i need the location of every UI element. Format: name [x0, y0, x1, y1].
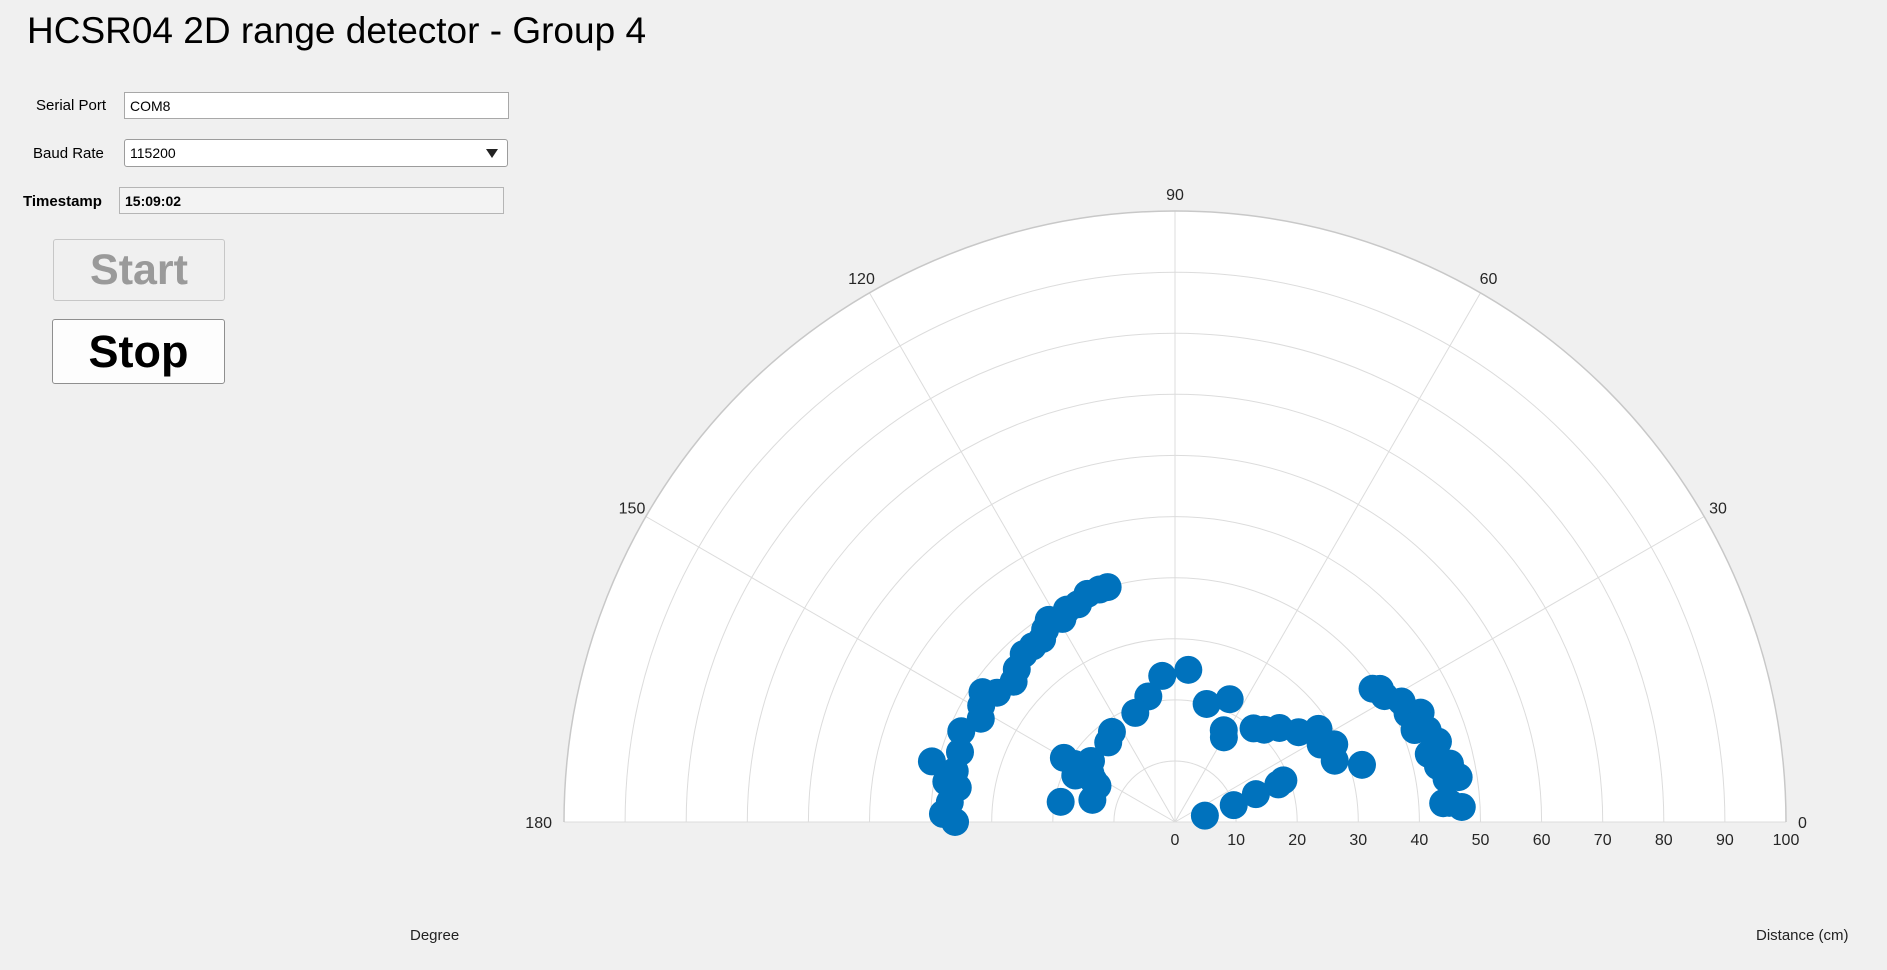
baud-rate-value: 115200: [130, 145, 176, 161]
tick-labels: 0 30 60 90 120 150 180 0 10 20 30 40 50 60 70 80 90 100: [525, 187, 1807, 849]
serial-port-input[interactable]: COM8: [124, 92, 509, 119]
timestamp-label: Timestamp: [23, 193, 102, 210]
data-point: [1241, 780, 1270, 809]
range-tick-label: 60: [1533, 832, 1551, 849]
range-tick-label: 90: [1716, 832, 1734, 849]
angle-tick-label: 180: [525, 815, 552, 832]
serial-port-label: Serial Port: [36, 97, 107, 114]
range-tick-label: 0: [1171, 832, 1180, 849]
angle-tick-label: 60: [1480, 271, 1498, 288]
angle-tick-label: 0: [1798, 815, 1807, 832]
data-point: [1094, 728, 1123, 757]
data-point: [947, 717, 976, 746]
data-point: [1209, 723, 1238, 752]
polar-grid: [563, 210, 1787, 823]
range-tick-label: 50: [1472, 832, 1490, 849]
outer-arc: [563, 210, 1787, 823]
data-point: [1219, 791, 1248, 820]
distance-caption: Distance (cm): [1756, 927, 1849, 944]
data-point: [1192, 689, 1221, 718]
range-tick-label: 10: [1227, 832, 1245, 849]
angle-tick-label: 30: [1709, 501, 1727, 518]
data-point: [1046, 787, 1075, 816]
data-point: [1049, 743, 1078, 772]
angle-tick-label: 150: [619, 501, 646, 518]
data-point: [1264, 770, 1293, 799]
data-point: [1347, 750, 1376, 779]
data-points: [917, 573, 1476, 836]
timestamp-field: 15:09:02: [119, 187, 504, 214]
data-point: [1121, 698, 1150, 727]
data-point: [1078, 785, 1107, 814]
range-tick-label: 100: [1773, 832, 1800, 849]
data-point: [1215, 685, 1244, 714]
app-title: HCSR04 2D range detector - Group 4: [27, 10, 647, 51]
range-tick-label: 70: [1594, 832, 1612, 849]
baud-rate-label: Baud Rate: [33, 145, 104, 162]
data-point: [917, 747, 946, 776]
degree-caption: Degree: [410, 927, 460, 944]
data-point: [1429, 789, 1458, 818]
start-button[interactable]: Start: [53, 239, 225, 301]
dropdown-arrow-icon: [486, 148, 498, 158]
data-point: [932, 767, 961, 796]
range-tick-label: 20: [1288, 832, 1306, 849]
data-point: [1148, 661, 1177, 690]
range-tick-label: 40: [1411, 832, 1429, 849]
data-point: [1190, 801, 1219, 830]
range-tick-label: 80: [1655, 832, 1673, 849]
data-point: [928, 799, 957, 828]
range-tick-label: 30: [1349, 832, 1367, 849]
data-point: [1358, 674, 1387, 703]
stop-button[interactable]: Stop: [52, 319, 225, 384]
data-point: [1239, 714, 1268, 743]
data-point: [1174, 655, 1203, 684]
angle-spoke: [1174, 516, 1705, 823]
angle-tick-label: 90: [1166, 187, 1184, 204]
angle-tick-label: 120: [848, 271, 875, 288]
baud-rate-dropdown[interactable]: 115200: [124, 139, 508, 167]
